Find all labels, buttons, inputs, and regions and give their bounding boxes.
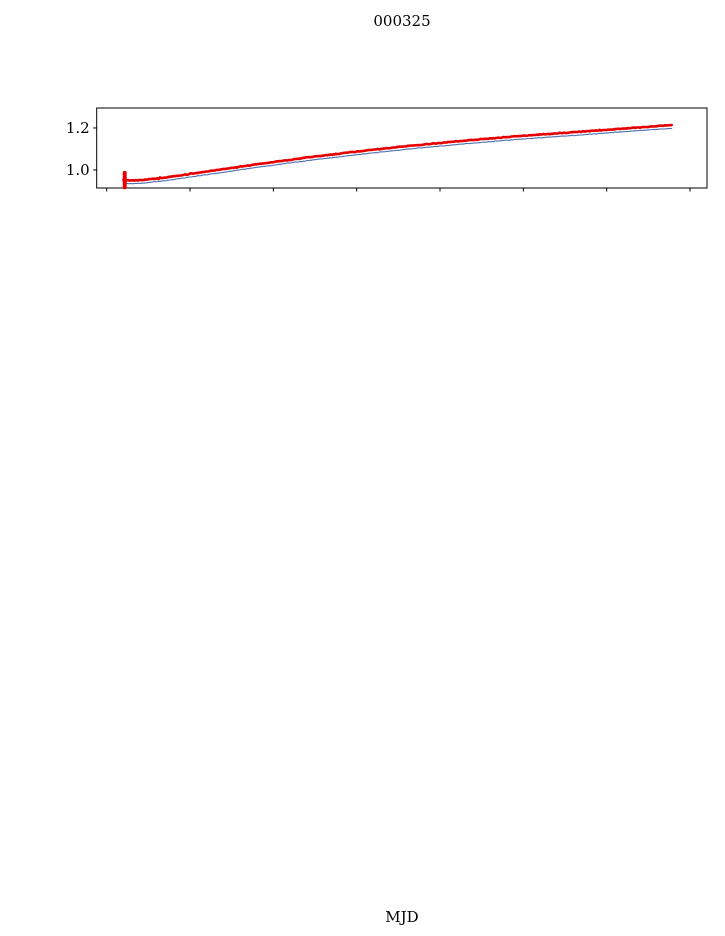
figure-title: 000325 xyxy=(373,12,431,30)
series-gain-model xyxy=(122,127,673,185)
series-gain-measured xyxy=(122,123,673,182)
panel-g: 1.2 1.0 xyxy=(66,107,708,192)
y-tick-label: 1.2 xyxy=(66,119,90,137)
x-axis-title: MJD xyxy=(385,908,419,926)
axes-frame xyxy=(96,107,708,189)
y-tick-label: 1.0 xyxy=(66,161,90,179)
